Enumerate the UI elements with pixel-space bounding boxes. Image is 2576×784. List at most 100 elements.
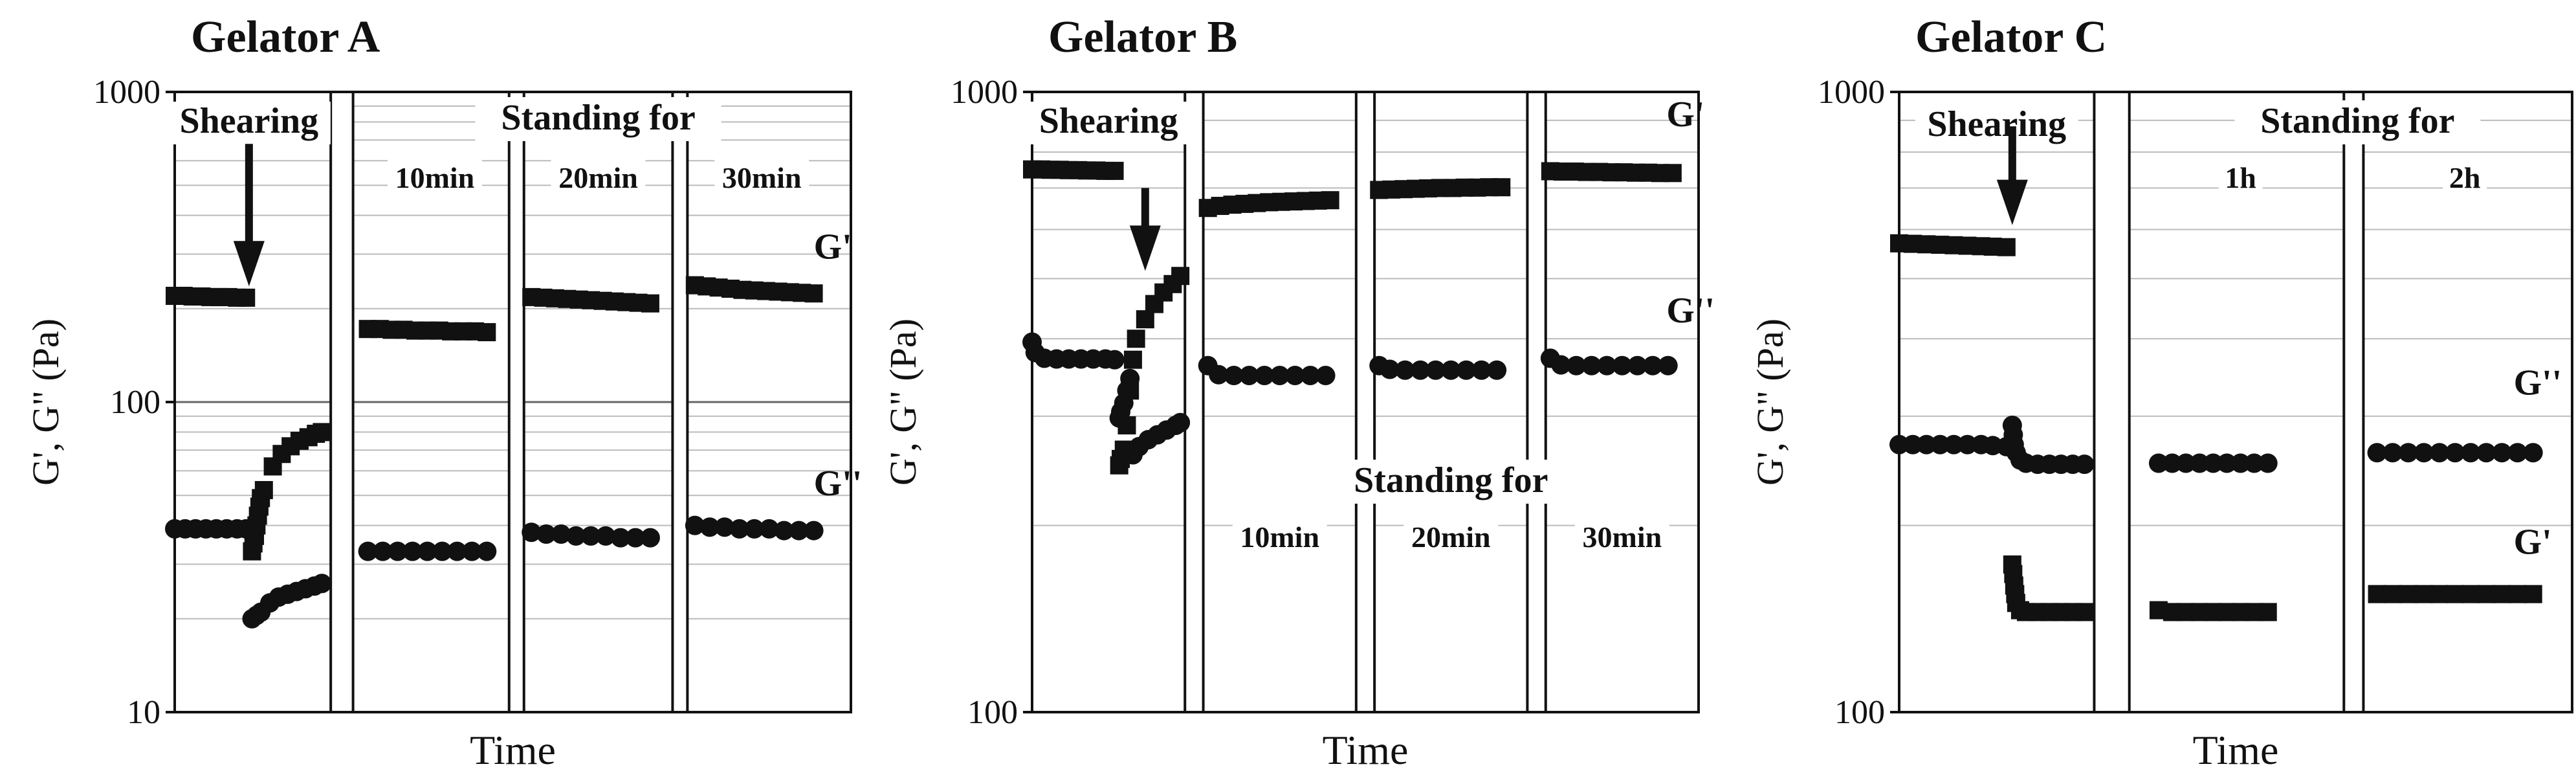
data-point-square bbox=[1663, 164, 1682, 183]
data-point-square bbox=[2430, 585, 2449, 603]
data-point-square bbox=[1123, 350, 1142, 369]
data-point-circle bbox=[611, 528, 631, 548]
chart-title: Gelator B bbox=[1048, 12, 1237, 62]
data-point-square bbox=[237, 288, 256, 307]
segment-sublabel: 2h bbox=[2449, 161, 2481, 194]
chart-title: Gelator C bbox=[1915, 12, 2107, 62]
data-point-circle bbox=[2217, 453, 2237, 473]
data-point-square bbox=[2493, 585, 2511, 603]
segment-sublabel: 20min bbox=[558, 161, 638, 194]
data-point-circle bbox=[462, 541, 482, 561]
y-tick-label: 1000 bbox=[93, 74, 160, 111]
series-g-double-prime bbox=[1022, 332, 1678, 465]
data-point-circle bbox=[1171, 412, 1191, 432]
segment-sublabel: 30min bbox=[1583, 521, 1662, 554]
data-point-circle bbox=[1209, 364, 1229, 385]
data-point-circle bbox=[1944, 434, 1964, 454]
y-axis-label: G', G" (Pa) bbox=[1749, 319, 1791, 486]
segment-label: Shearing bbox=[1927, 104, 2066, 144]
label-backdrop bbox=[2218, 159, 2263, 198]
y-tick-label: 10 bbox=[127, 694, 160, 731]
x-axis-label: Time bbox=[1323, 727, 1409, 773]
chart-panel-2: Gelator B 100 1000 G', G" (Pa) Time Shearing 1… bbox=[882, 12, 1715, 773]
label-backdrop bbox=[1328, 460, 1574, 504]
plot-frame bbox=[1031, 91, 1700, 713]
data-point-circle bbox=[2203, 453, 2223, 473]
data-point-circle bbox=[1316, 365, 1336, 385]
data-point-circle bbox=[789, 521, 809, 541]
data-point-circle bbox=[1581, 355, 1602, 375]
data-point-circle bbox=[685, 515, 705, 535]
segment-divider bbox=[329, 91, 355, 713]
data-point-square bbox=[2508, 585, 2527, 603]
data-point-square bbox=[2258, 603, 2277, 622]
data-point-circle bbox=[744, 519, 764, 539]
data-point-circle bbox=[714, 517, 734, 537]
y-axis-label: G', G" (Pa) bbox=[25, 319, 67, 486]
data-point-square bbox=[1997, 238, 2016, 256]
data-point-square bbox=[254, 481, 273, 500]
data-point-circle bbox=[236, 519, 256, 539]
data-point-square bbox=[478, 323, 496, 342]
data-point-circle bbox=[729, 519, 749, 539]
x-axis-label: Time bbox=[470, 727, 556, 773]
data-point-circle bbox=[522, 522, 542, 543]
data-point-circle bbox=[640, 528, 660, 548]
data-point-square bbox=[1105, 161, 1124, 180]
data-point-circle bbox=[804, 521, 824, 541]
data-point-circle bbox=[1441, 360, 1461, 380]
data-point-square bbox=[2414, 585, 2433, 603]
chart-panel-1: Gelator A 10 100 1000 G', G" (Pa) Time Shearin… bbox=[25, 12, 862, 773]
data-point-square bbox=[2383, 585, 2402, 603]
data-point-circle bbox=[1411, 360, 1431, 380]
data-point-circle bbox=[312, 574, 332, 594]
label-backdrop bbox=[475, 97, 721, 141]
series-label: G' bbox=[2514, 522, 2552, 562]
segment-sublabel: 20min bbox=[1411, 521, 1491, 554]
data-point-circle bbox=[2258, 453, 2278, 473]
data-point-circle bbox=[373, 541, 393, 561]
data-point-circle bbox=[2476, 443, 2496, 463]
series-g-prime bbox=[1023, 160, 1682, 475]
data-point-circle bbox=[774, 521, 794, 541]
data-point-circle bbox=[2176, 453, 2196, 473]
data-point-circle bbox=[699, 517, 720, 537]
segment-divider bbox=[671, 91, 689, 713]
data-point-circle bbox=[2398, 443, 2418, 463]
data-point-circle bbox=[2075, 454, 2095, 475]
series-label: G'' bbox=[814, 464, 863, 504]
y-axis-label: G', G" (Pa) bbox=[882, 319, 924, 486]
series-label: G' bbox=[1666, 95, 1704, 135]
segment-sublabel: 30min bbox=[722, 161, 802, 194]
segment-label: Shearing bbox=[1039, 101, 1178, 141]
data-point-circle bbox=[1930, 434, 1950, 454]
data-point-square bbox=[1127, 330, 1145, 348]
data-point-circle bbox=[1597, 355, 1617, 375]
data-point-circle bbox=[2230, 453, 2251, 473]
data-point-circle bbox=[2383, 443, 2403, 463]
y-tick-label: 1000 bbox=[1818, 74, 1885, 111]
data-point-circle bbox=[581, 526, 601, 546]
data-point-square bbox=[2399, 585, 2417, 603]
data-point-circle bbox=[1471, 360, 1492, 380]
data-point-circle bbox=[1487, 360, 1507, 380]
series-label: G'' bbox=[2514, 363, 2562, 403]
data-point-circle bbox=[432, 541, 452, 561]
data-point-circle bbox=[2507, 443, 2527, 463]
y-tick-label: 100 bbox=[967, 694, 1018, 731]
data-point-circle bbox=[388, 541, 408, 561]
data-point-square bbox=[2368, 585, 2386, 603]
group-label: Standing for bbox=[1354, 460, 1548, 500]
data-point-circle bbox=[358, 541, 378, 561]
shear-arrowhead bbox=[1129, 225, 1161, 271]
chart-title: Gelator A bbox=[191, 12, 380, 62]
data-point-circle bbox=[1426, 360, 1446, 380]
data-point-circle bbox=[1567, 355, 1587, 375]
label-backdrop bbox=[1232, 519, 1327, 557]
data-point-circle bbox=[759, 519, 779, 539]
group-label: Standing for bbox=[501, 98, 695, 138]
data-point-circle bbox=[2163, 453, 2183, 473]
data-point-circle bbox=[1957, 434, 1977, 454]
data-point-square bbox=[2075, 603, 2094, 622]
